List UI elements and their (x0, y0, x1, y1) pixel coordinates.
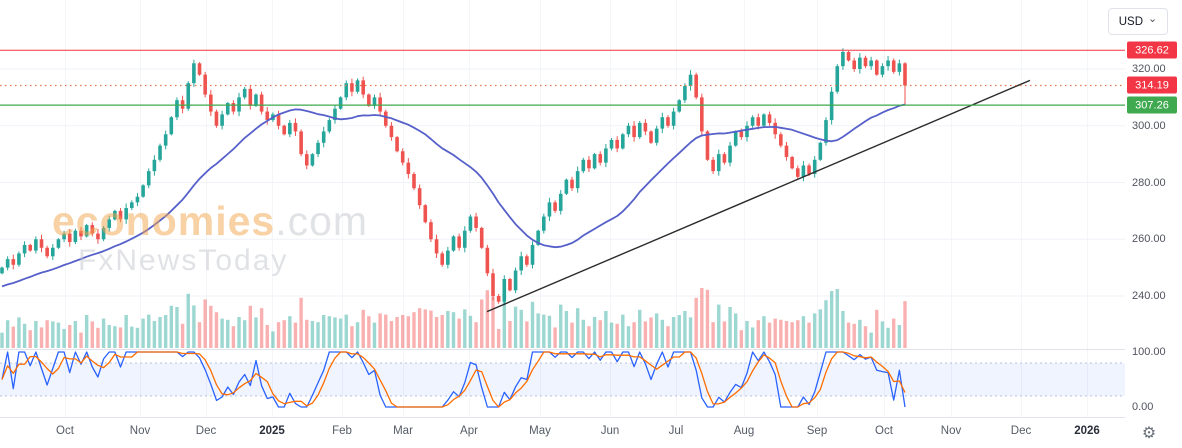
time-tick-label: Nov (940, 425, 962, 437)
time-tick-label: Apr (460, 425, 478, 437)
time-tick-label: 2026 (1074, 425, 1100, 437)
settings-gear-button[interactable]: ⚙ (1138, 423, 1160, 445)
time-tick-label: Dec (1010, 425, 1032, 437)
usd-currency-selector[interactable]: USD ⌄ (1108, 8, 1168, 35)
time-tick-label: Jul (668, 425, 684, 437)
price-axis[interactable]: 320.00 300.00 280.00 260.00 240.00 100.00 0.00… (1125, 0, 1182, 448)
price-tick-label: 280.00 (1132, 176, 1166, 189)
indicator-tick-label: 100.00 (1132, 346, 1166, 358)
time-tick-label: Sep (806, 425, 828, 437)
time-tick-label: 2025 (259, 425, 285, 437)
time-tick-label: Nov (129, 425, 151, 437)
price-tick-label: 320.00 (1132, 63, 1166, 75)
currency-label: USD (1118, 15, 1144, 28)
indicator-tick-label: 0.00 (1132, 401, 1154, 413)
time-tick-label: Oct (56, 425, 74, 437)
time-tick-label: May (529, 425, 551, 437)
price-badge-support: 307.26 (1127, 96, 1177, 114)
time-tick-label: Jun (600, 425, 620, 437)
time-tick-label: Oct (875, 425, 893, 437)
price-tick-label: 300.00 (1132, 119, 1166, 132)
time-tick-label: Feb (332, 425, 352, 437)
gear-icon: ⚙ (1141, 425, 1157, 442)
price-badge-current-price: 314.19 (1127, 76, 1177, 94)
time-tick-label: Mar (393, 425, 413, 437)
chevron-down-icon: ⌄ (1148, 13, 1158, 25)
time-tick-label: Dec (195, 425, 217, 437)
time-axis[interactable]: Oct Nov Dec 2025 Feb Mar Apr May Jun Jul Aug Sep Oct… (0, 418, 1182, 448)
price-tick-label: 260.00 (1132, 233, 1166, 246)
time-tick-label: Aug (733, 425, 755, 437)
price-tick-label: 240.00 (1132, 290, 1166, 302)
price-badge-resistance: 326.62 (1127, 41, 1177, 59)
